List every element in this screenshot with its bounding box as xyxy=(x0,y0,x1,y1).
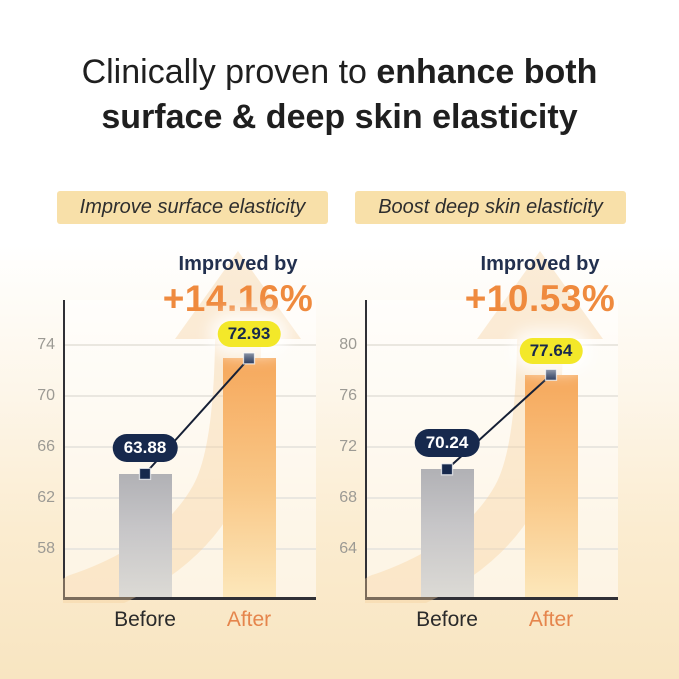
bar-before xyxy=(118,473,172,597)
value-pill-before: 63.88 xyxy=(112,433,178,462)
value-pill-after: 77.64 xyxy=(519,337,583,364)
gridline xyxy=(65,496,316,499)
gridline xyxy=(65,547,316,550)
y-axis-tick-label: 72 xyxy=(339,437,357,455)
gridline xyxy=(367,394,618,397)
title-bold-text-line1: enhance both xyxy=(376,53,598,91)
gridline xyxy=(367,445,618,448)
y-axis-tick-label: 68 xyxy=(339,488,357,506)
y-axis-tick-label: 76 xyxy=(339,386,357,404)
value-pill-after: 72.93 xyxy=(217,321,281,348)
y-axis-tick-label: 74 xyxy=(37,335,55,353)
x-label-before: Before xyxy=(114,608,176,631)
title-bold-text-line2: surface & deep skin elasticity xyxy=(101,97,578,136)
bar-before xyxy=(420,469,474,597)
y-axis-tick-label: 62 xyxy=(37,488,55,506)
improvement-heading-right: Improved by +10.53% xyxy=(400,253,679,320)
improvement-percentage: +10.53% xyxy=(464,278,616,319)
title-regular-text: Clinically proven to xyxy=(81,53,377,91)
y-axis-tick-label: 64 xyxy=(339,539,357,557)
x-label-before: Before xyxy=(416,608,478,631)
page-title: Clinically proven to enhance both surfac… xyxy=(0,50,679,140)
bar-after xyxy=(222,358,276,597)
panel-label-surface-elasticity: Improve surface elasticity xyxy=(57,191,328,224)
y-axis-tick-label: 58 xyxy=(37,539,55,557)
y-axis-tick-label: 70 xyxy=(37,386,55,404)
value-pill-before: 70.24 xyxy=(414,429,480,458)
gridline xyxy=(65,394,316,397)
gridline xyxy=(65,343,316,346)
y-axis-tick-label: 66 xyxy=(37,437,55,455)
gridline xyxy=(367,547,618,550)
panel-label-text: Improve surface elasticity xyxy=(79,196,306,218)
improved-by-label: Improved by xyxy=(178,253,298,275)
panel-label-text: Boost deep skin elasticity xyxy=(378,196,603,218)
improved-by-label: Improved by xyxy=(480,253,600,275)
panel-label-deep-elasticity: Boost deep skin elasticity xyxy=(355,191,626,224)
improvement-percentage: +14.16% xyxy=(162,278,314,319)
improvement-heading-left: Improved by +14.16% xyxy=(98,253,378,320)
gridline xyxy=(367,343,618,346)
x-label-after: After xyxy=(528,608,574,631)
x-label-after: After xyxy=(226,608,272,631)
gridline xyxy=(65,445,316,448)
y-axis-tick-label: 80 xyxy=(339,335,357,353)
bar-after xyxy=(524,374,578,597)
gridline xyxy=(367,496,618,499)
